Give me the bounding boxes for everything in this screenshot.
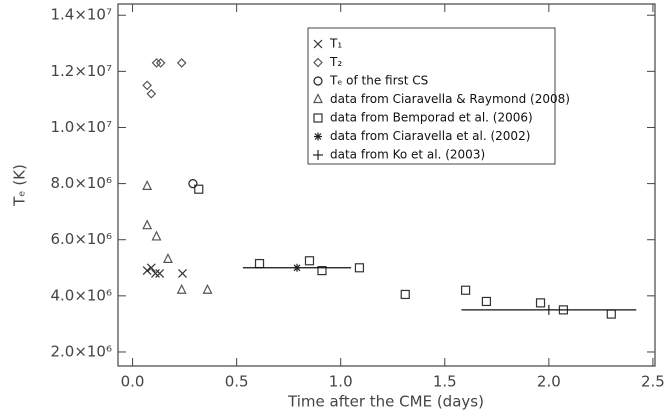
x-tick-label: 2.5 bbox=[641, 373, 665, 391]
marker-shape bbox=[460, 285, 471, 295]
marker-shape bbox=[313, 76, 323, 86]
marker-triangle bbox=[313, 93, 323, 104]
marker-stroke bbox=[151, 268, 160, 278]
y-tick-label: 8.0×10⁶ bbox=[50, 174, 112, 192]
plot-frame bbox=[117, 3, 656, 367]
marker-asterisk bbox=[314, 132, 322, 141]
marker-stroke bbox=[313, 39, 323, 49]
marker-shape bbox=[354, 263, 365, 273]
marker-x bbox=[151, 268, 160, 278]
x-tick-label: 1.5 bbox=[433, 373, 457, 391]
marker-square bbox=[354, 263, 365, 273]
marker-triangle bbox=[142, 219, 153, 230]
legend-label: data from Ciaravella & Raymond (2008) bbox=[330, 92, 570, 106]
marker-shape bbox=[535, 298, 546, 308]
marker-square bbox=[194, 184, 204, 194]
x-axis-label: Time after the CME (days) bbox=[287, 393, 484, 411]
marker-shape bbox=[151, 230, 162, 241]
marker-x bbox=[142, 266, 152, 276]
legend-box bbox=[307, 27, 556, 165]
marker-triangle bbox=[176, 283, 187, 294]
marker-triangle bbox=[151, 230, 162, 241]
marker-square bbox=[606, 309, 616, 319]
marker-x bbox=[178, 268, 187, 278]
marker-shape bbox=[606, 309, 616, 319]
y-tick-label: 1.0×10⁷ bbox=[50, 118, 112, 136]
marker-shape bbox=[313, 113, 323, 123]
marker-shape bbox=[176, 58, 187, 68]
marker-square bbox=[304, 256, 315, 266]
marker-circle bbox=[313, 76, 323, 86]
marker-shape bbox=[304, 256, 315, 266]
legend-label: T₂ bbox=[329, 55, 342, 69]
marker-stroke bbox=[178, 268, 187, 278]
legend-label: Tₑ of the first CS bbox=[329, 74, 428, 88]
marker-shape bbox=[176, 283, 187, 294]
marker-diamond bbox=[155, 58, 166, 68]
y-axis-label: Tₑ (K) bbox=[11, 164, 29, 207]
marker-square bbox=[535, 298, 546, 308]
marker-square bbox=[254, 258, 265, 269]
marker-shape bbox=[142, 180, 153, 191]
marker-stroke bbox=[314, 133, 322, 140]
legend-label: data from Ciaravella et al. (2002) bbox=[330, 129, 530, 143]
marker-square bbox=[460, 285, 471, 295]
marker-shape bbox=[142, 80, 152, 91]
x-tick-label: 2.0 bbox=[537, 373, 561, 391]
marker-shape bbox=[155, 58, 166, 68]
marker-square bbox=[317, 265, 327, 276]
marker-triangle bbox=[202, 283, 213, 294]
y-tick-label: 1.2×10⁷ bbox=[50, 62, 112, 80]
marker-stroke bbox=[293, 264, 301, 272]
marker-diamond bbox=[176, 58, 187, 68]
marker-square bbox=[400, 289, 410, 300]
marker-square bbox=[313, 113, 323, 123]
y-tick-label: 2.0×10⁶ bbox=[50, 342, 112, 360]
marker-stroke bbox=[142, 266, 152, 276]
marker-shape bbox=[142, 219, 153, 230]
marker-stroke bbox=[146, 263, 156, 273]
x-tick-label: 1.0 bbox=[329, 373, 353, 391]
marker-shape bbox=[317, 265, 327, 276]
marker-plus bbox=[313, 150, 323, 160]
marker-diamond bbox=[142, 80, 152, 91]
marker-diamond bbox=[151, 58, 162, 68]
legend-label: data from Bemporad et al. (2006) bbox=[330, 111, 533, 125]
marker-shape bbox=[188, 178, 198, 189]
marker-shape bbox=[313, 57, 323, 68]
marker-shape bbox=[146, 88, 157, 99]
marker-circle bbox=[188, 178, 198, 189]
marker-shape bbox=[202, 283, 213, 294]
y-tick-label: 4.0×10⁶ bbox=[50, 286, 112, 304]
legend-label: data from Ko et al. (2003) bbox=[330, 148, 485, 162]
marker-triangle bbox=[162, 253, 173, 263]
x-tick-label: 0.5 bbox=[225, 373, 249, 391]
marker-plus bbox=[543, 304, 554, 315]
marker-shape bbox=[194, 184, 204, 194]
marker-x bbox=[313, 39, 323, 49]
marker-asterisk bbox=[293, 263, 301, 272]
marker-diamond bbox=[146, 88, 157, 99]
marker-x bbox=[146, 263, 156, 273]
marker-shape bbox=[151, 58, 162, 68]
y-tick-label: 1.4×10⁷ bbox=[50, 6, 112, 24]
x-tick-label: 0.0 bbox=[121, 373, 145, 391]
marker-x bbox=[155, 268, 165, 278]
marker-shape bbox=[313, 93, 323, 104]
marker-triangle bbox=[142, 180, 153, 191]
marker-square bbox=[481, 296, 492, 307]
marker-shape bbox=[481, 296, 492, 307]
marker-diamond bbox=[313, 57, 323, 68]
marker-shape bbox=[162, 253, 173, 263]
marker-shape bbox=[400, 289, 410, 300]
y-tick-label: 6.0×10⁶ bbox=[50, 230, 112, 248]
legend-label: T₁ bbox=[329, 37, 342, 51]
marker-shape bbox=[254, 258, 265, 269]
marker-stroke bbox=[155, 268, 165, 278]
